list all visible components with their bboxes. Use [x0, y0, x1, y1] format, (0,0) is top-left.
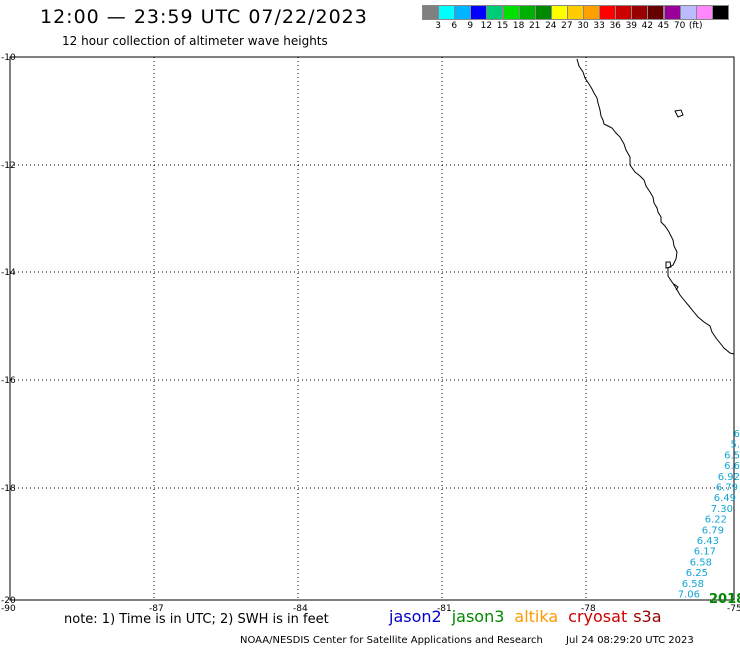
- map-subtitle: 12 hour collection of altimeter wave hei…: [62, 34, 328, 48]
- swh-reading: 6.22: [705, 515, 727, 526]
- legend-jason2: jason2: [389, 607, 442, 626]
- swh-reading: 6: [734, 429, 740, 440]
- latitude-labels: -10 -12 -14 -16 -18 -20: [1, 53, 16, 606]
- swh-reading: 6.92: [718, 472, 740, 483]
- colorbar-label: 12: [480, 21, 493, 31]
- coastline-inlet: [665, 261, 672, 269]
- coastline-inlet-2: [673, 283, 679, 291]
- latitude-label: -18: [1, 484, 16, 494]
- latitude-label: -20: [1, 596, 16, 606]
- colorbar-label: 21: [528, 21, 541, 31]
- colorbar-label: (ft): [688, 21, 703, 31]
- wave-height-colorbar: [422, 5, 729, 20]
- island-outline: [674, 109, 684, 118]
- longitude-label: -90: [1, 604, 16, 614]
- swh-reading: 6.49: [714, 493, 736, 504]
- timestamp-text: Jul 24 08:29:20 UTC 2023: [566, 635, 694, 646]
- colorbar-labels: 3 6 9 12 15 18 21 24 27 30 33 36 39 42 45 70 (ft): [422, 21, 740, 33]
- colorbar-label: 42: [641, 21, 654, 31]
- credit-text: NOAA/NESDIS Center for Satellite Applica…: [240, 635, 543, 646]
- swh-reading: 6.17: [694, 547, 716, 558]
- swh-reading: 6.58: [682, 579, 704, 590]
- track-time-label: 2018: [709, 592, 740, 607]
- swh-reading: 6.25: [686, 568, 708, 579]
- longitude-label: -78: [581, 604, 596, 614]
- coastline: [576, 58, 735, 355]
- legend-s3a: s3a: [633, 607, 662, 626]
- colorbar-label: 18: [512, 21, 525, 31]
- map-title: 12:00 — 23:59 UTC 07/22/2023: [40, 6, 368, 28]
- longitude-label: -84: [293, 604, 308, 614]
- swh-reading: 7.06: [678, 590, 700, 601]
- swh-readings-track: 65.6.56.66.926.796.497.306.226.796.436.1…: [678, 429, 740, 601]
- colorbar-label: 39: [625, 21, 638, 31]
- colorbar-label: 3: [435, 21, 441, 31]
- legend-cryosat: cryosat: [568, 607, 628, 626]
- longitude-label: -81: [437, 604, 452, 614]
- colorbar-label: 33: [593, 21, 605, 31]
- note-text: note: 1) Time is in UTC; 2) SWH is in fe…: [64, 612, 329, 627]
- satellite-legend: jason2 jason3 altika cryosat s3a: [389, 607, 662, 626]
- map-grid: [10, 57, 734, 600]
- colorbar-label: 24: [545, 21, 557, 31]
- swh-reading: 7.30: [711, 504, 733, 515]
- swh-reading: 6.58: [690, 557, 712, 568]
- legend-jason3: jason3: [451, 607, 505, 626]
- swh-reading: 6.5: [724, 450, 740, 461]
- colorbar-label: 30: [577, 21, 589, 31]
- colorbar-label: 9: [467, 21, 474, 31]
- map-frame: [9, 56, 735, 601]
- longitude-labels: -90 -87 -84 -81 -78 -75: [1, 604, 740, 614]
- latitude-label: -10: [1, 53, 16, 63]
- longitude-label: -75: [727, 604, 740, 614]
- legend-altika: altika: [514, 607, 559, 626]
- swh-reading: 6.43: [697, 536, 719, 547]
- colorbar-label: 70: [673, 21, 686, 31]
- latitude-label: -16: [1, 376, 16, 386]
- colorbar-label: 45: [657, 21, 670, 31]
- credit-line: NOAA/NESDIS Center for Satellite Applica…: [240, 635, 694, 646]
- colorbar-label: 15: [496, 21, 509, 31]
- colorbar-label: 27: [561, 21, 573, 31]
- colorbar-label: 36: [609, 21, 621, 31]
- swh-reading: 6.79: [716, 483, 738, 494]
- swh-reading: 6.79: [702, 525, 724, 536]
- longitude-label: -87: [149, 604, 164, 614]
- swh-reading: 5.: [730, 440, 740, 451]
- colorbar-label: 6: [451, 21, 458, 31]
- swh-reading: 6.6: [724, 461, 740, 472]
- latitude-label: -12: [1, 161, 16, 171]
- colorbar-swatch: [711, 5, 729, 20]
- latitude-label: -14: [1, 268, 16, 278]
